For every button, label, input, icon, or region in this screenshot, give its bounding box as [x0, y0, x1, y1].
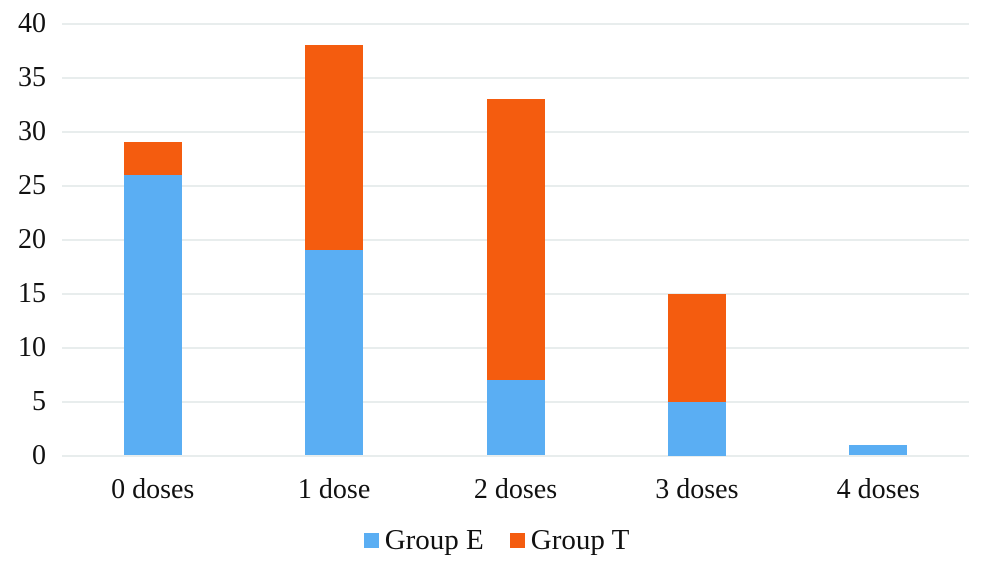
y-tick-label: 20 — [18, 223, 46, 255]
legend-label: Group T — [530, 524, 630, 556]
bar-segment-group-e-4-doses — [849, 444, 908, 456]
x-tick-label: 3 doses — [655, 474, 739, 505]
x-tick-label: 0 doses — [111, 474, 195, 505]
gridline — [62, 22, 969, 25]
y-tick-label: 40 — [18, 7, 46, 39]
x-tick-label: 4 doses — [836, 474, 920, 505]
legend: Group E Group T — [0, 526, 993, 555]
gridline — [62, 76, 969, 79]
gridline — [62, 454, 969, 457]
legend-item-group-t: Group T — [509, 524, 630, 556]
bar-segment-group-t-3-doses — [667, 293, 726, 402]
y-tick-label: 35 — [18, 61, 46, 93]
bar-segment-group-e-1-dose — [305, 250, 364, 456]
legend-swatch-icon — [363, 533, 379, 548]
y-tick-label: 15 — [18, 277, 46, 309]
bar-segment-group-t-1-dose — [305, 45, 364, 251]
y-tick-label: 0 — [32, 439, 46, 471]
bar-segment-group-e-0-doses — [123, 174, 182, 456]
bar-segment-group-e-3-doses — [667, 401, 726, 456]
y-tick-label: 30 — [18, 115, 46, 147]
y-tick-label: 10 — [18, 331, 46, 363]
y-tick-label: 25 — [18, 169, 46, 201]
legend-item-group-e: Group E — [363, 524, 484, 556]
legend-swatch-icon — [509, 533, 525, 548]
bar-segment-group-t-2-doses — [486, 99, 545, 380]
bar-segment-group-e-2-doses — [486, 379, 545, 456]
x-tick-label: 2 doses — [473, 474, 558, 505]
y-tick-label: 5 — [32, 385, 46, 417]
bar-segment-group-t-0-doses — [123, 142, 182, 175]
x-tick-label: 1 dose — [297, 474, 371, 505]
legend-label: Group E — [384, 524, 484, 556]
